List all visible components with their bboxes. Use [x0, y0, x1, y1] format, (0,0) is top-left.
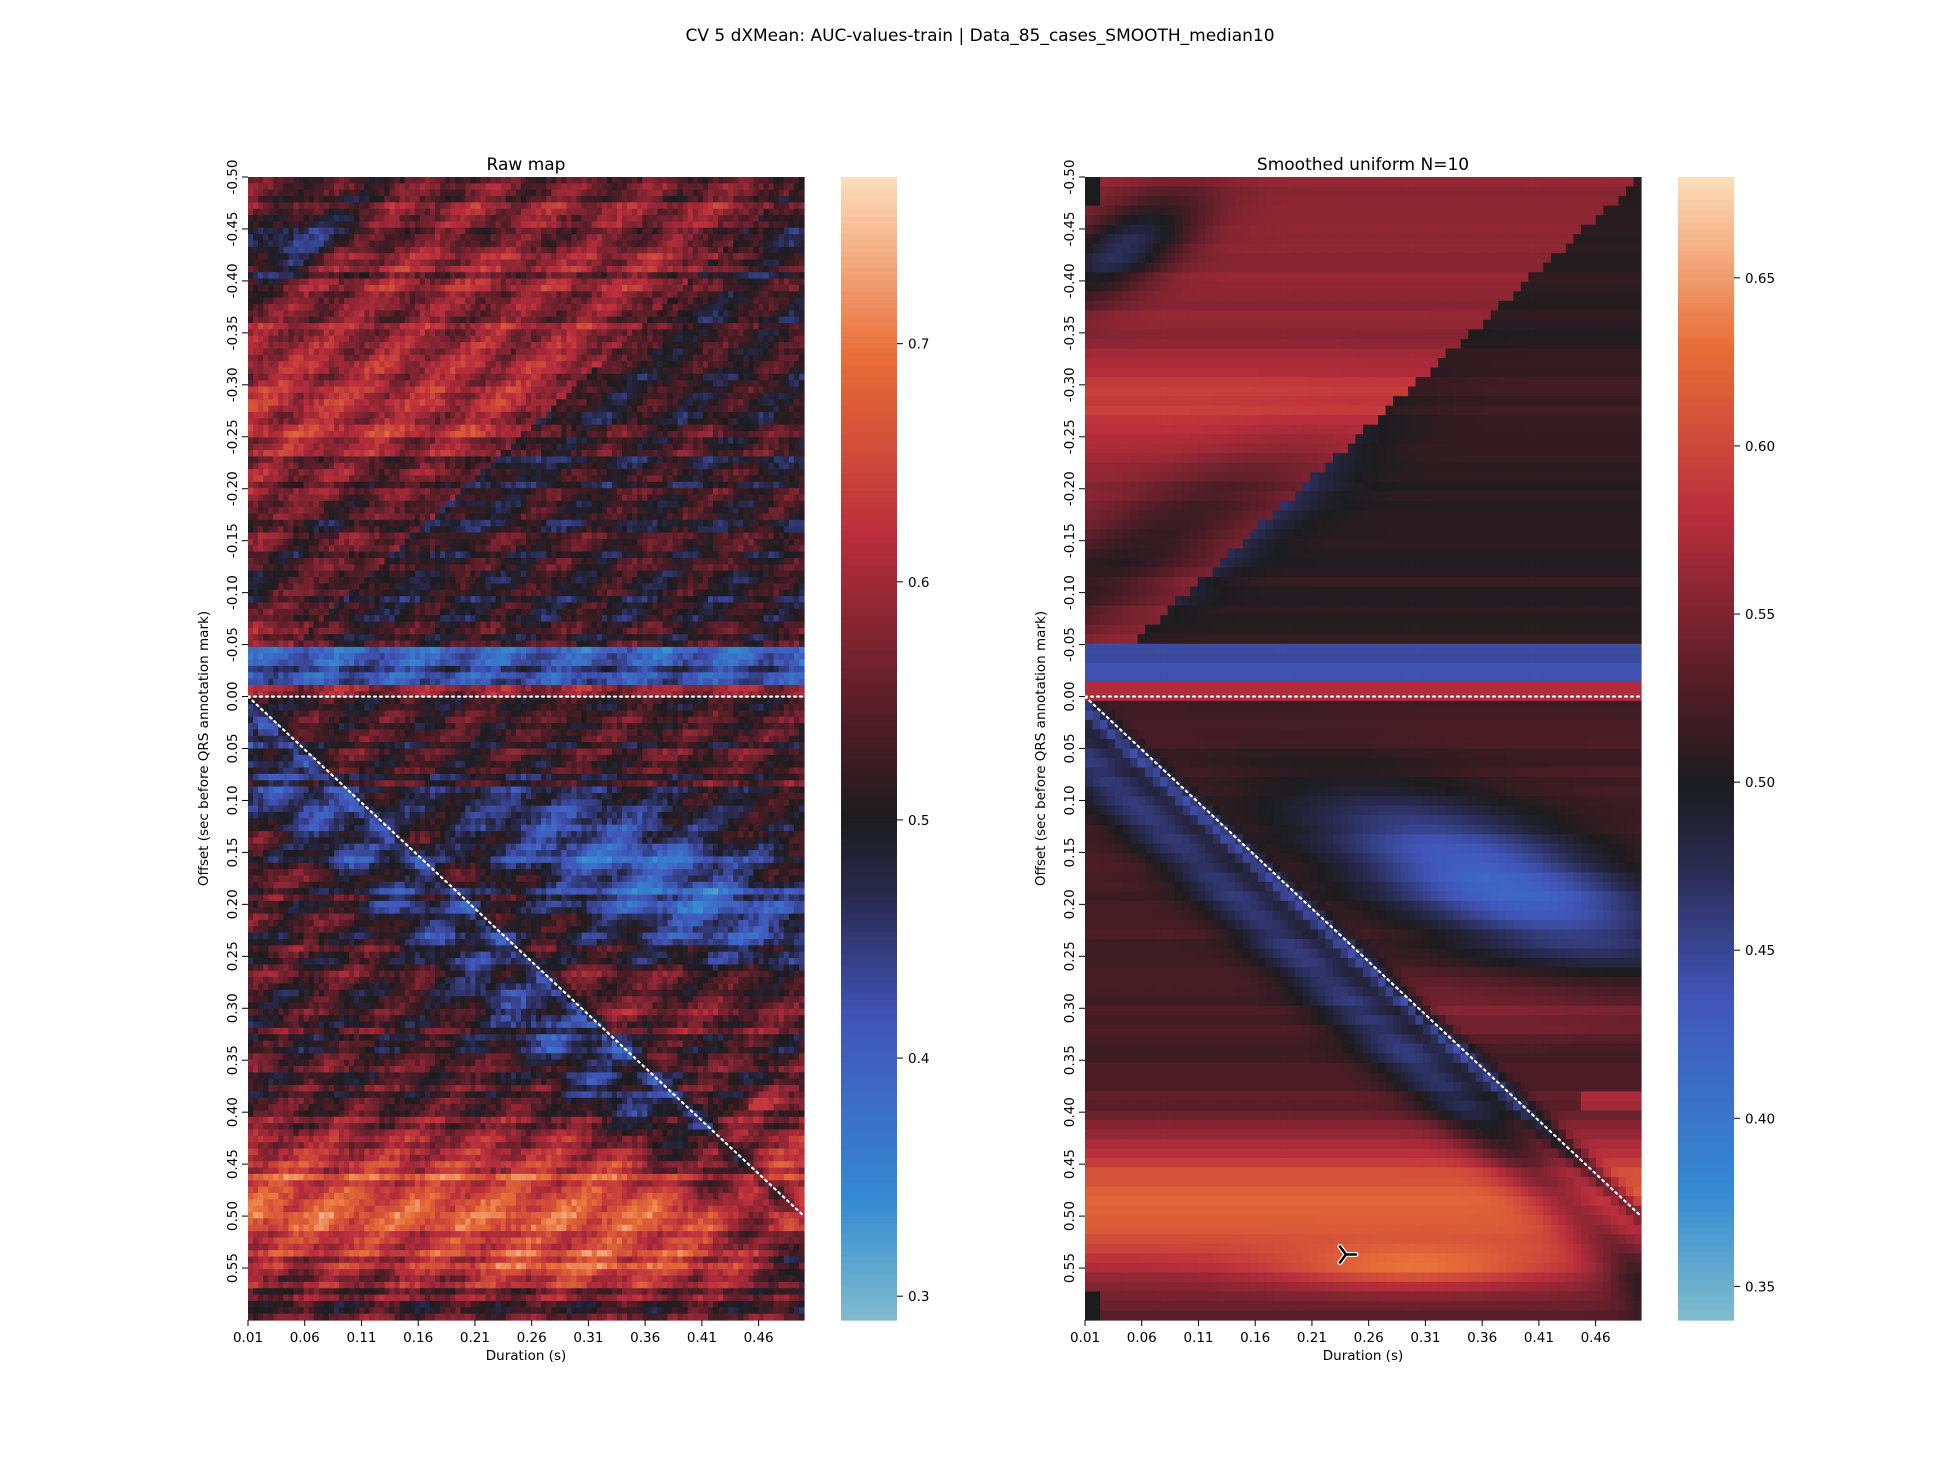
y-tick-label: 0.25 — [225, 941, 241, 971]
x-tick-label: 0.31 — [1410, 1330, 1440, 1346]
y-tick-label: -0.40 — [1062, 263, 1078, 298]
colorbar-tick-label: 0.55 — [1745, 607, 1775, 623]
colorbar-tick-label: 0.4 — [908, 1051, 929, 1067]
colorbar-tick-label: 0.50 — [1745, 775, 1775, 791]
panel-title: Raw map — [487, 155, 566, 175]
colorbar: 0.3 0.4 0.5 0.6 0.7 — [841, 177, 929, 1321]
y-tick-label: 0.00 — [1062, 682, 1078, 712]
y-tick-label: 0.45 — [225, 1149, 241, 1179]
y-tick-label: -0.05 — [1062, 627, 1078, 662]
x-axis: 0.01 0.06 0.11 0.16 0.21 0.26 0.31 0.36 0.41 0.46… — [233, 1320, 774, 1364]
diagonal-line — [1083, 695, 1643, 1218]
y-tick-label: -0.15 — [1062, 523, 1078, 558]
y-tick-label: 0.15 — [225, 837, 241, 867]
y-tick-label: -0.35 — [225, 315, 241, 350]
y-tick-label: 0.45 — [1062, 1149, 1078, 1179]
heatmap-cells — [248, 177, 805, 1321]
x-tick-label: 0.06 — [1127, 1330, 1157, 1346]
heatmap-cells — [1085, 177, 1642, 1321]
x-tick-label: 0.31 — [573, 1330, 603, 1346]
x-axis-label: Duration (s) — [1323, 1348, 1404, 1364]
y-tick-label: -0.10 — [225, 575, 241, 610]
y-tick-label: -0.05 — [225, 627, 241, 662]
y-tick-label: -0.30 — [1062, 367, 1078, 402]
colorbar-tick-label: 0.5 — [908, 813, 929, 829]
y-tick-label: -0.50 — [1062, 160, 1078, 195]
y-tick-label: 0.25 — [1062, 941, 1078, 971]
x-axis-label: Duration (s) — [486, 1348, 567, 1364]
colorbar-tick-label: 0.35 — [1745, 1279, 1775, 1295]
y-tick-label: 0.55 — [1062, 1253, 1078, 1283]
y-tick-label: 0.40 — [225, 1097, 241, 1127]
x-tick-label: 0.01 — [233, 1330, 263, 1346]
y-tick-label: 0.20 — [1062, 889, 1078, 919]
y-tick-label: 0.50 — [225, 1201, 241, 1231]
x-axis: 0.01 0.06 0.11 0.16 0.21 0.26 0.31 0.36 0.41 0.46… — [1070, 1320, 1611, 1364]
x-tick-label: 0.21 — [1297, 1330, 1327, 1346]
panel-smoothed-map: Smoothed uniform N=10 0.01 0.06 0.11 0.16 0.2… — [1033, 155, 1775, 1364]
x-tick-label: 0.41 — [687, 1330, 717, 1346]
x-tick-label: 0.26 — [517, 1330, 547, 1346]
y-axis: -0.50 -0.45 -0.40 -0.35 -0.30 -0.25 -0.20 -0.15… — [1033, 160, 1085, 1283]
x-tick-label: 0.46 — [1581, 1330, 1611, 1346]
figure-title: CV 5 dXMean: AUC-values-train | Data_85_… — [0, 26, 1960, 46]
y-tick-label: -0.45 — [1062, 211, 1078, 246]
y-tick-label: -0.40 — [225, 263, 241, 298]
y-tick-label: 0.05 — [225, 733, 241, 763]
y-tick-label: -0.10 — [1062, 575, 1078, 610]
colorbar-tick-label: 0.7 — [908, 337, 929, 353]
y-tick-label: 0.15 — [1062, 837, 1078, 867]
y-tick-label: -0.35 — [1062, 315, 1078, 350]
x-tick-label: 0.11 — [1183, 1330, 1213, 1346]
y-tick-label: 0.05 — [1062, 733, 1078, 763]
colorbar-tick-label: 0.45 — [1745, 943, 1775, 959]
y-tick-label: 0.35 — [1062, 1045, 1078, 1075]
y-tick-label: -0.45 — [225, 211, 241, 246]
y-tick-label: 0.50 — [1062, 1201, 1078, 1231]
y-tick-label: 0.00 — [225, 682, 241, 712]
y-tick-label: 0.35 — [225, 1045, 241, 1075]
y-tick-label: -0.15 — [225, 523, 241, 558]
y-tick-label: -0.25 — [1062, 419, 1078, 454]
y-tick-label: 0.10 — [1062, 785, 1078, 815]
x-tick-label: 0.16 — [1240, 1330, 1270, 1346]
y-tick-label: -0.20 — [225, 471, 241, 506]
x-tick-label: 0.26 — [1354, 1330, 1384, 1346]
y-tick-label: 0.30 — [225, 993, 241, 1023]
x-tick-label: 0.36 — [630, 1330, 660, 1346]
y-axis-label: Offset (sec before QRS annotation mark) — [1033, 611, 1049, 886]
x-tick-label: 0.06 — [290, 1330, 320, 1346]
panel-title: Smoothed uniform N=10 — [1257, 155, 1469, 175]
colorbar-tick-label: 0.3 — [908, 1289, 929, 1305]
y-tick-label: -0.30 — [225, 367, 241, 402]
colorbar-tick-label: 0.60 — [1745, 439, 1775, 455]
x-tick-label: 0.16 — [403, 1330, 433, 1346]
x-tick-label: 0.01 — [1070, 1330, 1100, 1346]
y-tick-label: -0.50 — [225, 160, 241, 195]
y-axis-label: Offset (sec before QRS annotation mark) — [196, 611, 212, 886]
x-tick-label: 0.11 — [346, 1330, 376, 1346]
colorbar-tick-label: 0.65 — [1745, 271, 1775, 287]
x-tick-label: 0.41 — [1524, 1330, 1554, 1346]
x-tick-label: 0.46 — [744, 1330, 774, 1346]
diagonal-line — [246, 695, 806, 1218]
y-tick-label: -0.25 — [225, 419, 241, 454]
y-tick-label: 0.40 — [1062, 1097, 1078, 1127]
y-tick-label: 0.20 — [225, 889, 241, 919]
y-tick-label: 0.10 — [225, 785, 241, 815]
colorbar: 0.35 0.40 0.45 0.50 0.55 0.60 0.65 — [1678, 177, 1775, 1321]
y-tick-label: -0.20 — [1062, 471, 1078, 506]
y-axis: -0.50 -0.45 -0.40 -0.35 -0.30 -0.25 -0.20 -0.15… — [196, 160, 248, 1283]
colorbar-tick-label: 0.40 — [1745, 1111, 1775, 1127]
x-tick-label: 0.21 — [460, 1330, 490, 1346]
best-marker — [1337, 1244, 1359, 1266]
x-tick-label: 0.36 — [1467, 1330, 1497, 1346]
y-tick-label: 0.55 — [225, 1253, 241, 1283]
y-tick-label: 0.30 — [1062, 993, 1078, 1023]
colorbar-tick-label: 0.6 — [908, 575, 929, 591]
